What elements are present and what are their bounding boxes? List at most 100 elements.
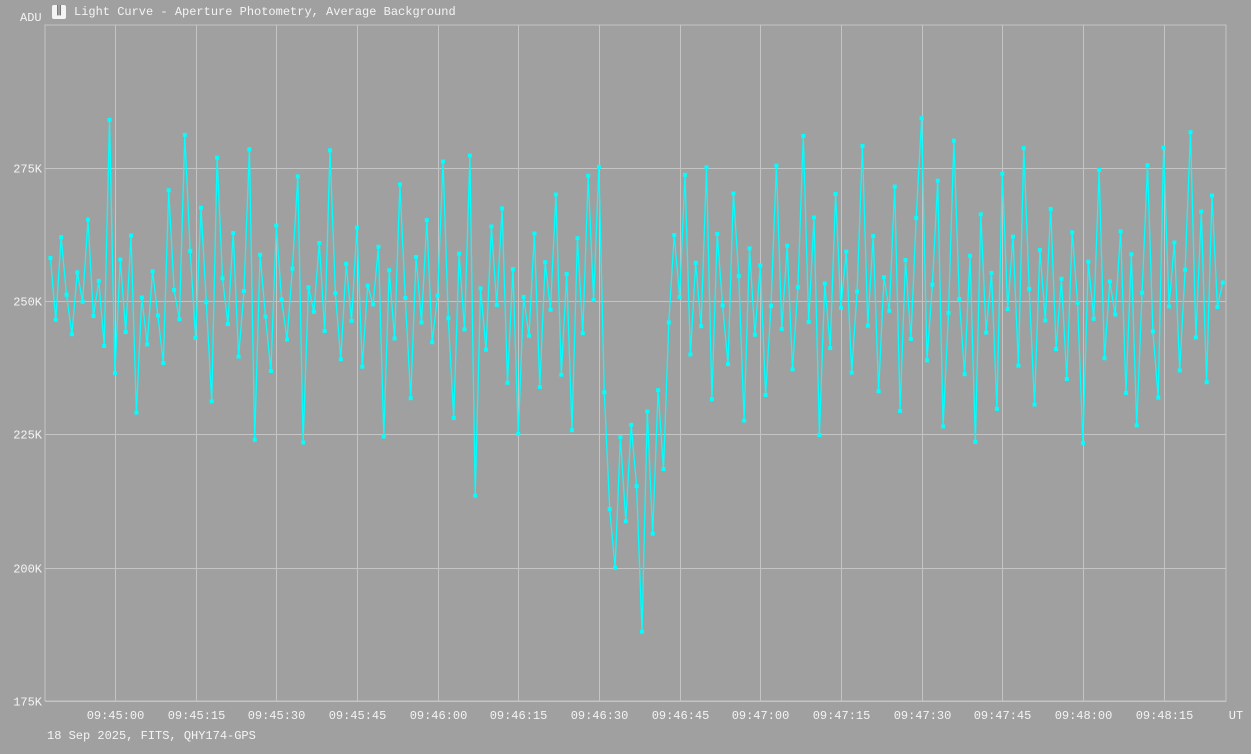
data-point — [193, 335, 198, 340]
data-point — [677, 294, 682, 299]
data-point — [865, 323, 870, 328]
data-point — [962, 372, 967, 377]
data-point — [500, 206, 505, 211]
data-point — [548, 307, 553, 312]
data-point — [478, 286, 483, 291]
data-point — [1064, 376, 1069, 381]
data-point — [430, 340, 435, 345]
data-point — [344, 261, 349, 266]
data-point — [822, 281, 827, 286]
data-point — [80, 299, 85, 304]
data-point — [241, 289, 246, 294]
data-point — [731, 191, 736, 196]
data-point — [951, 138, 956, 143]
data-point — [758, 263, 763, 268]
data-point — [742, 418, 747, 423]
data-point — [935, 178, 940, 183]
data-point — [672, 233, 677, 238]
data-point — [139, 295, 144, 300]
data-point — [618, 435, 623, 440]
x-tick-label: 09:45:45 — [329, 709, 387, 723]
data-point — [1134, 423, 1139, 428]
data-point — [295, 174, 300, 179]
data-point — [510, 267, 515, 272]
data-point — [516, 431, 521, 436]
data-point — [155, 313, 160, 318]
data-point — [914, 215, 919, 220]
y-tick-label: 175K — [13, 696, 43, 710]
data-point — [887, 308, 892, 313]
data-point — [908, 337, 913, 342]
data-point — [860, 144, 865, 149]
data-point — [188, 249, 193, 254]
data-point — [59, 235, 64, 240]
data-point — [118, 257, 123, 262]
data-point — [903, 258, 908, 263]
x-tick-label: 09:47:45 — [974, 709, 1032, 723]
data-point — [354, 225, 359, 230]
x-tick-label: 09:45:00 — [87, 709, 145, 723]
data-point — [376, 244, 381, 249]
data-point — [570, 428, 575, 433]
data-point — [150, 269, 155, 274]
data-point — [311, 309, 316, 314]
data-point — [1086, 259, 1091, 264]
data-point — [1037, 247, 1042, 252]
data-point — [145, 342, 150, 347]
data-point — [736, 274, 741, 279]
data-point — [693, 260, 698, 265]
data-point — [236, 354, 241, 359]
data-point — [806, 319, 811, 324]
data-point — [86, 217, 91, 222]
data-point — [387, 268, 392, 273]
plot-frame — [44, 24, 1227, 702]
data-point — [107, 117, 112, 122]
data-point — [1097, 168, 1102, 173]
data-point — [161, 361, 166, 365]
data-point — [1021, 146, 1026, 151]
data-point — [258, 252, 263, 257]
data-point — [371, 302, 376, 307]
data-point — [446, 316, 451, 321]
data-point — [919, 116, 924, 121]
window-title-bar: ⫼ Light Curve - Aperture Photometry, Ave… — [52, 4, 456, 20]
data-point — [457, 251, 462, 256]
data-point — [650, 531, 655, 536]
data-point — [198, 205, 203, 210]
data-point — [440, 159, 445, 164]
data-point — [559, 372, 564, 377]
data-point — [968, 253, 973, 258]
data-point — [699, 324, 704, 329]
y-axis-label: ADU — [20, 11, 42, 25]
data-point — [871, 234, 876, 239]
data-point — [1204, 380, 1209, 385]
data-point — [333, 291, 338, 296]
data-point — [774, 163, 779, 168]
data-point — [591, 298, 596, 303]
light-curve-app-icon[interactable]: ⫼ — [52, 5, 66, 19]
data-point — [252, 437, 257, 442]
x-tick-label: 09:45:30 — [248, 709, 306, 723]
data-point — [177, 317, 182, 322]
data-point — [1070, 230, 1075, 235]
x-tick-label: 09:46:30 — [571, 709, 629, 723]
data-point — [1177, 368, 1182, 373]
data-point — [645, 409, 650, 414]
data-point — [596, 164, 601, 169]
data-point — [69, 332, 74, 337]
data-point — [629, 422, 634, 427]
data-point — [397, 182, 402, 187]
data-point — [726, 362, 731, 367]
data-point — [973, 439, 978, 444]
series-line — [49, 118, 1224, 632]
x-tick-label: 09:47:00 — [732, 709, 790, 723]
data-point — [279, 297, 284, 302]
data-point — [424, 218, 429, 223]
data-point — [1161, 145, 1166, 150]
data-point — [349, 318, 354, 323]
chart-title: Light Curve - Aperture Photometry, Avera… — [74, 5, 456, 19]
x-tick-label: 09:46:45 — [652, 709, 710, 723]
data-point — [435, 293, 440, 298]
data-point — [763, 392, 768, 397]
data-point — [1166, 304, 1171, 309]
